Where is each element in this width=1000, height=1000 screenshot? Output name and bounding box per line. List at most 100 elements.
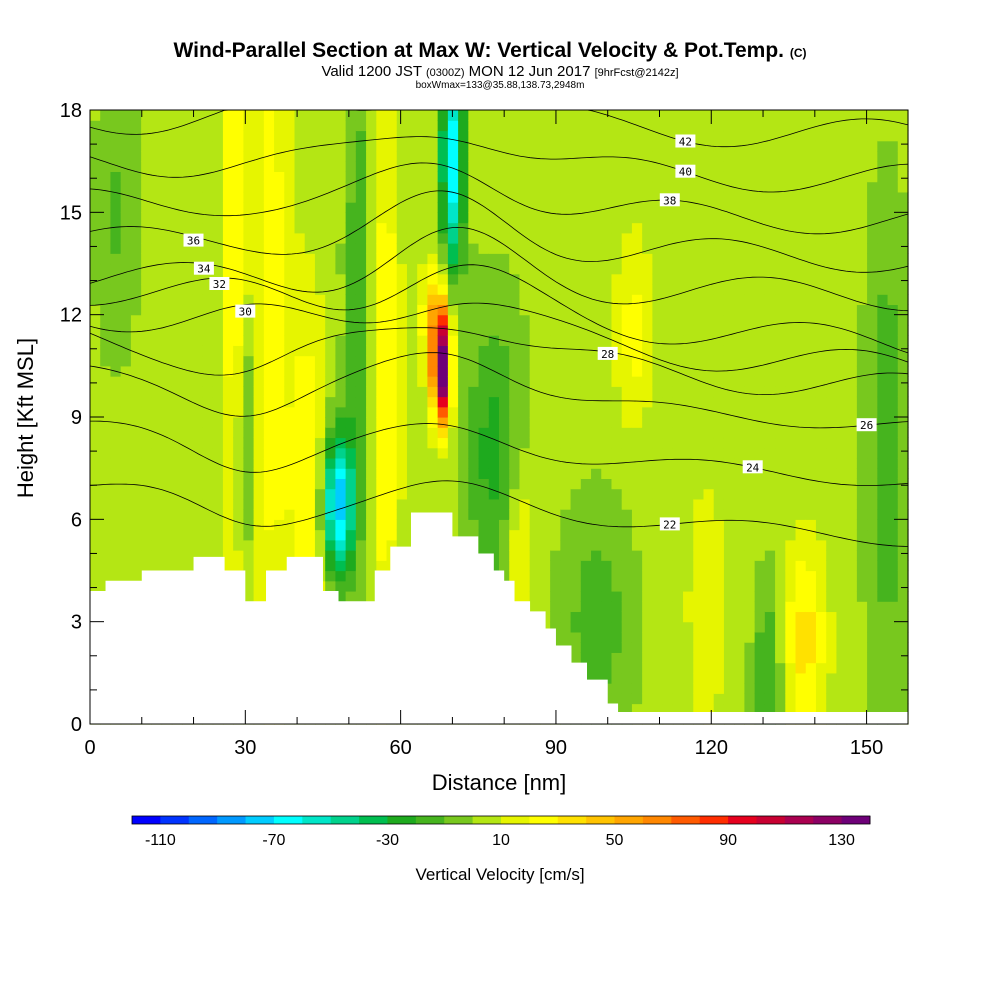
field-cell — [335, 263, 347, 275]
field-cell — [703, 243, 715, 254]
field-cell — [345, 427, 357, 439]
field-cell — [100, 140, 112, 152]
field-cell — [192, 406, 204, 418]
field-cell — [642, 294, 653, 306]
field-cell — [243, 232, 255, 244]
field-cell — [192, 161, 204, 172]
field-cell — [621, 232, 633, 244]
field-cell — [130, 171, 142, 183]
field-cell — [856, 232, 868, 244]
field-cell — [560, 171, 572, 183]
field-cell — [775, 488, 786, 500]
field-cell — [744, 406, 756, 418]
field-cell — [631, 376, 643, 387]
field-cell — [182, 273, 193, 285]
field-cell — [591, 314, 602, 326]
field-cell — [693, 283, 705, 295]
field-cell — [785, 376, 797, 387]
field-cell — [703, 273, 715, 285]
field-cell — [826, 478, 838, 490]
field-cell — [652, 631, 664, 643]
field-cell — [130, 560, 142, 572]
field-cell — [304, 171, 316, 183]
field-cell — [672, 550, 684, 561]
field-cell — [580, 161, 592, 172]
field-cell — [621, 447, 633, 459]
field-cell — [642, 601, 653, 613]
field-cell — [539, 345, 551, 357]
field-cell — [836, 304, 848, 316]
field-cell — [509, 263, 521, 275]
field-cell — [734, 171, 746, 183]
field-cell — [764, 437, 776, 449]
field-cell — [253, 212, 265, 224]
field-cell — [212, 447, 224, 459]
field-cell — [100, 519, 112, 531]
field-cell — [887, 273, 899, 285]
field-cell — [723, 345, 735, 357]
field-cell — [570, 560, 582, 572]
field-cell — [887, 140, 899, 152]
field-cell — [130, 120, 142, 132]
field-cell — [601, 243, 613, 254]
field-cell — [222, 437, 234, 449]
field-cell — [846, 447, 858, 459]
field-cell — [529, 457, 541, 469]
field-cell — [243, 243, 255, 254]
field-cell — [90, 181, 101, 193]
field-cell — [856, 130, 868, 142]
field-cell — [795, 386, 807, 398]
field-cell — [877, 417, 889, 428]
field-cell — [243, 212, 255, 224]
field-cell — [795, 437, 807, 449]
isentrope-line — [90, 420, 909, 486]
field-cell — [795, 529, 807, 541]
field-cell — [294, 396, 306, 408]
field-cell — [478, 314, 490, 326]
field-cell — [826, 212, 838, 224]
field-cell — [887, 457, 899, 469]
field-cell — [478, 181, 490, 193]
field-cell — [447, 232, 459, 244]
field-cell — [539, 130, 551, 142]
field-cell — [580, 110, 592, 121]
field-cell — [130, 570, 142, 582]
field-cell — [815, 365, 827, 377]
field-cell — [846, 437, 858, 449]
field-cell — [182, 406, 193, 418]
y-tick-label: 18 — [60, 100, 82, 122]
field-cell — [253, 335, 265, 346]
field-cell — [683, 703, 694, 715]
field-cell — [182, 191, 193, 203]
field-cell — [325, 447, 336, 459]
field-cell — [815, 263, 827, 275]
field-cell — [775, 345, 786, 357]
field-cell — [846, 130, 858, 142]
field-cell — [560, 202, 572, 213]
field-cell — [355, 324, 367, 336]
field-cell — [703, 335, 715, 346]
field-cell — [427, 447, 439, 459]
field-cell — [897, 631, 909, 643]
field-cell — [294, 386, 306, 398]
field-cell — [161, 110, 173, 121]
field-cell — [161, 345, 173, 357]
field-cell — [366, 253, 377, 265]
field-cell — [509, 365, 521, 377]
field-cell — [815, 232, 827, 244]
field-cell — [662, 140, 674, 152]
field-cell — [887, 406, 899, 418]
field-cell — [396, 457, 408, 469]
field-cell — [693, 263, 705, 275]
field-cell — [417, 365, 429, 377]
field-cell — [764, 662, 776, 674]
field-cell — [826, 611, 838, 623]
field-cell — [764, 693, 776, 705]
field-cell — [499, 447, 510, 459]
field-cell — [274, 120, 285, 132]
field-cell — [161, 427, 173, 439]
field-cell — [335, 294, 347, 306]
field-cell — [785, 324, 797, 336]
field-cell — [192, 140, 204, 152]
field-cell — [785, 693, 797, 705]
